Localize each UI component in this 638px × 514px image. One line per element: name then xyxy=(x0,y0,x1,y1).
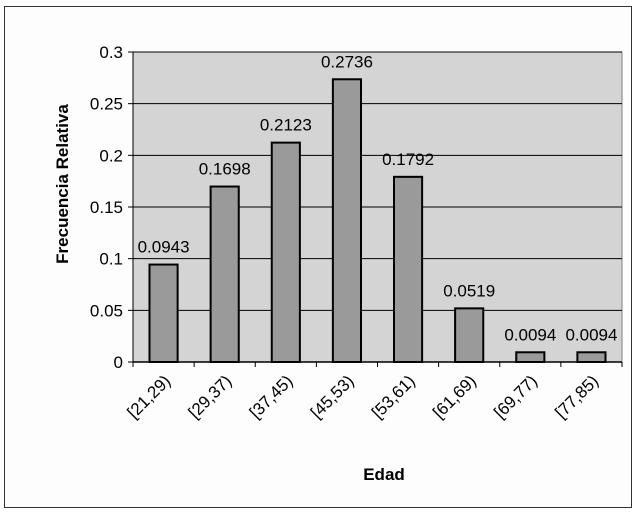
bar xyxy=(454,307,485,363)
data-label: 0.0519 xyxy=(443,281,495,300)
data-label: 0.1792 xyxy=(382,150,434,169)
y-axis-ticks: 0 0.05 0.1 0.15 0.2 0.25 0.3 xyxy=(90,43,123,372)
x-axis-title: Edad xyxy=(363,465,405,484)
data-label: 0.2736 xyxy=(321,52,373,71)
y-tick-label: 0.1 xyxy=(99,250,123,269)
y-tick-label: 0.15 xyxy=(90,198,123,217)
x-tick-label: [29,37) xyxy=(185,371,236,422)
y-tick-label: 0 xyxy=(114,353,123,372)
x-tick-label: [69,77) xyxy=(490,371,541,422)
data-label: 0.0094 xyxy=(504,325,556,344)
bar xyxy=(393,175,424,363)
data-label: 0.0943 xyxy=(138,238,190,257)
data-labels: 0.0943 0.1698 0.2123 0.2736 0.1792 0.0519 0.00… xyxy=(138,52,618,344)
data-label: 0.1698 xyxy=(199,160,251,179)
x-tick-label: [53,61) xyxy=(368,371,419,422)
bar xyxy=(515,351,546,363)
bar xyxy=(270,141,301,363)
bars xyxy=(148,78,607,364)
x-tick-label: [61,69) xyxy=(429,371,480,422)
x-tick-label: [37,45) xyxy=(246,371,297,422)
bar xyxy=(576,351,607,363)
x-tick-label: [45,53) xyxy=(307,371,358,422)
data-label: 0.0094 xyxy=(565,325,617,344)
y-axis-title: Frecuencia Relativa xyxy=(53,104,72,264)
y-tick-label: 0.3 xyxy=(99,43,123,62)
x-axis-ticks: [21,29) [29,37) [37,45) [45,53) [53,61) [61,6… xyxy=(124,371,603,422)
bar xyxy=(209,185,240,363)
x-tick-label: [21,29) xyxy=(124,371,175,422)
y-tick-label: 0.25 xyxy=(90,95,123,114)
x-tick-label: [77,85) xyxy=(551,371,602,422)
y-tick-label: 0.2 xyxy=(99,146,123,165)
data-label: 0.2123 xyxy=(260,116,312,135)
bar xyxy=(148,263,179,364)
bar xyxy=(331,78,362,363)
y-tick-label: 0.05 xyxy=(90,301,123,320)
